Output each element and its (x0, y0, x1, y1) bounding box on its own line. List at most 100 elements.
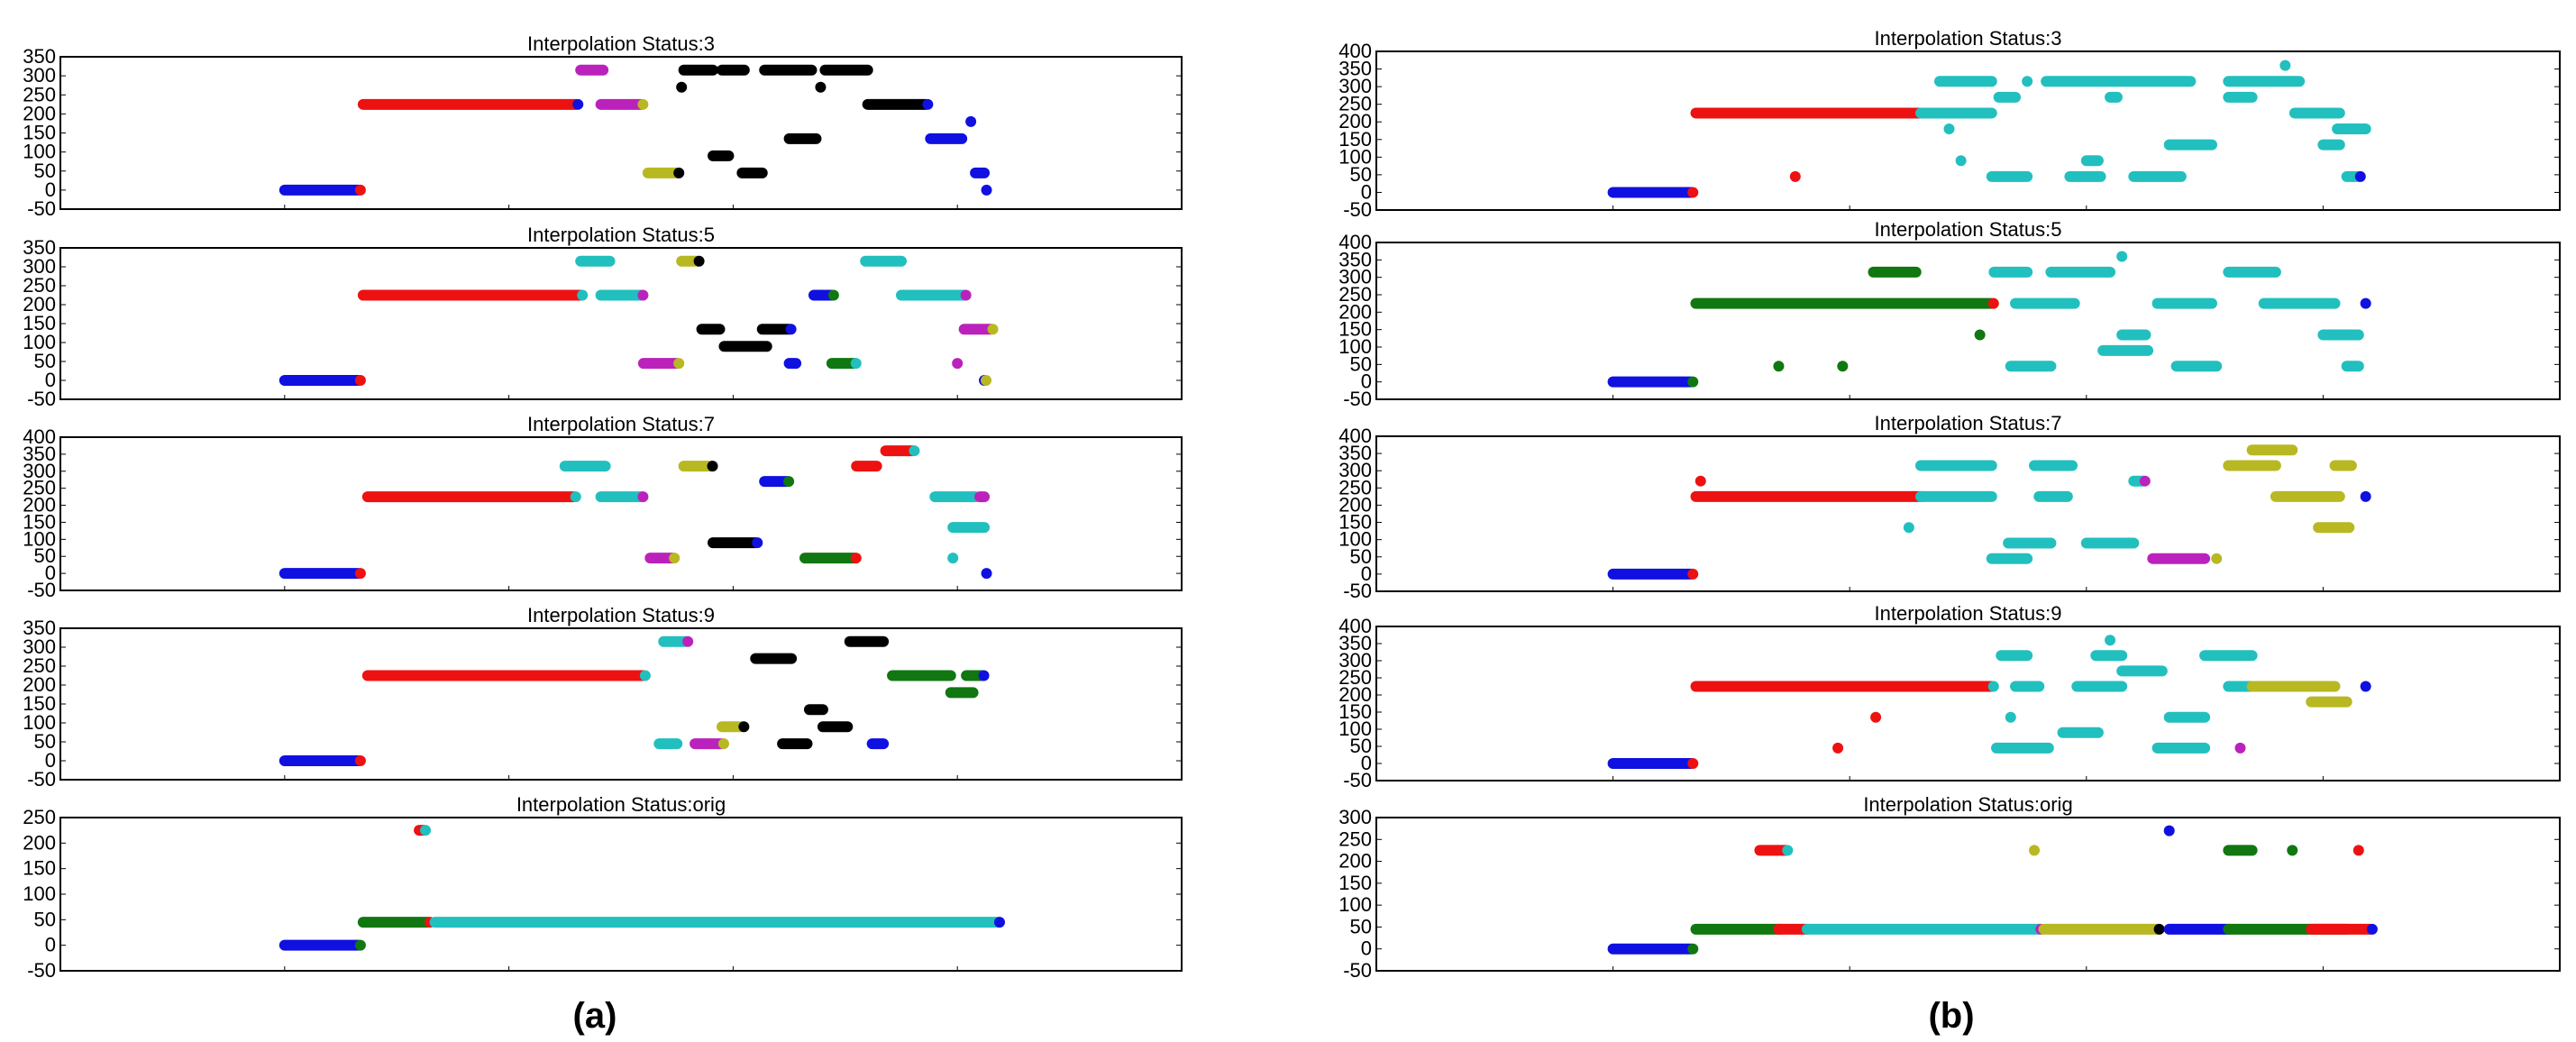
data-point-end (682, 635, 694, 647)
data-point (2360, 681, 2371, 692)
caption-a: (a) (573, 996, 617, 1036)
y-tick-label: 50 (1350, 352, 1372, 375)
plot-frame (59, 817, 1183, 972)
y-tick-label: 0 (1361, 562, 1372, 585)
data-point (981, 568, 992, 580)
y-tick-label: 200 (1338, 300, 1372, 323)
y-tick-label: -50 (1343, 580, 1372, 602)
y-tick-label: 100 (1338, 893, 1372, 916)
y-tick-label: 250 (23, 654, 56, 677)
data-point-end (2153, 923, 2165, 935)
y-tick-label: 100 (1338, 335, 1372, 358)
data-point-end (354, 939, 366, 951)
y-tick-label: 50 (34, 160, 56, 182)
chart-panel-9: Interpolation Status:orig -50050100150200… (1338, 793, 2561, 982)
y-tick-label: -50 (27, 768, 56, 791)
data-point (2211, 553, 2223, 564)
y-tick-label: 150 (23, 312, 56, 334)
y-tick-label: 200 (23, 673, 56, 696)
plot-frame (1375, 435, 2561, 592)
data-point-end (2366, 923, 2378, 935)
data-point (947, 553, 959, 564)
data-point-end (981, 375, 992, 386)
data-point-end (1687, 376, 1699, 388)
y-tick-label: 100 (23, 711, 56, 734)
y-tick-label: 100 (1338, 145, 1372, 168)
data-point-end (2139, 475, 2151, 487)
data-point (1837, 361, 1849, 372)
data-point (1974, 329, 1986, 341)
data-point (2360, 490, 2371, 502)
y-tick-label: 200 (23, 831, 56, 854)
data-point-end (850, 553, 862, 564)
panel-title: Interpolation Status:orig (516, 793, 726, 816)
y-tick-label: 150 (1338, 128, 1372, 151)
y-tick-label: 400 (23, 425, 56, 448)
y-tick-label: 50 (1350, 545, 1372, 568)
y-tick-label: -50 (27, 197, 56, 220)
y-tick-label: 50 (34, 730, 56, 753)
chart-panel-1: Interpolation Status:5 -50050100150200250… (23, 224, 1183, 410)
panel-title: Interpolation Status:orig (1863, 793, 2072, 816)
data-point (1832, 742, 1844, 754)
data-point-end (752, 537, 763, 549)
data-point (1903, 522, 1914, 534)
y-tick-label: 350 (1338, 632, 1372, 654)
data-point-end (354, 755, 366, 766)
y-tick-label: 100 (23, 527, 56, 550)
data-point-end (354, 568, 366, 580)
y-tick-label: 200 (23, 102, 56, 124)
y-tick-label: 200 (1338, 493, 1372, 516)
data-point (815, 81, 827, 93)
chart-panel-3: Interpolation Status:9 -50050100150200250… (23, 604, 1183, 791)
y-tick-label: 150 (23, 692, 56, 715)
data-point-end (1687, 187, 1699, 198)
y-tick-label: 150 (23, 510, 56, 533)
panel-title: Interpolation Status:9 (527, 604, 715, 626)
data-point-end (420, 825, 432, 836)
chart-panel-2: Interpolation Status:7 -50050100150200250… (23, 413, 1183, 601)
data-point (2287, 845, 2298, 856)
y-tick-label: 250 (1338, 476, 1372, 498)
data-point-end (572, 98, 584, 110)
panel-title: Interpolation Status:7 (527, 413, 715, 435)
plot-frame (59, 247, 1183, 400)
data-point-end (717, 738, 729, 750)
y-tick-label: -50 (1343, 198, 1372, 221)
panel-title: Interpolation Status:5 (1875, 218, 2062, 241)
chart-panel-6: Interpolation Status:5 -50050100150200250… (1338, 218, 2561, 410)
chart-panel-0: Interpolation Status:3 -50050100150200250… (23, 32, 1183, 220)
y-tick-label: 100 (23, 882, 56, 905)
data-point-end (354, 184, 366, 196)
plot-frame (59, 627, 1183, 781)
data-point-end (637, 289, 649, 301)
y-tick-label: 300 (1338, 266, 1372, 288)
data-point-end (577, 289, 589, 301)
data-point-end (1782, 845, 1794, 856)
data-point-end (850, 358, 862, 370)
y-tick-label: 0 (45, 934, 56, 956)
panel-title: Interpolation Status:3 (527, 32, 715, 55)
data-point-end (570, 491, 581, 503)
data-point-end (909, 445, 920, 457)
data-point-end (783, 476, 795, 488)
y-tick-label: 300 (1338, 459, 1372, 481)
chart-panel-7: Interpolation Status:7 -50050100150200250… (1338, 412, 2561, 602)
y-tick-label: 250 (1338, 93, 1372, 115)
data-point (1694, 475, 1706, 487)
y-tick-label: 200 (23, 494, 56, 516)
panel-title: Interpolation Status:9 (1875, 602, 2062, 625)
data-point-end (993, 917, 1005, 928)
data-point (2029, 845, 2041, 856)
data-point-end (1987, 297, 1999, 309)
plot-frame (1375, 242, 2561, 400)
y-tick-label: 300 (1338, 649, 1372, 672)
data-point-end (673, 167, 685, 178)
y-tick-label: 300 (23, 255, 56, 278)
y-tick-label: 250 (23, 806, 56, 828)
data-point (2360, 297, 2371, 309)
data-point (2022, 76, 2033, 87)
y-tick-label: 100 (1338, 528, 1372, 551)
